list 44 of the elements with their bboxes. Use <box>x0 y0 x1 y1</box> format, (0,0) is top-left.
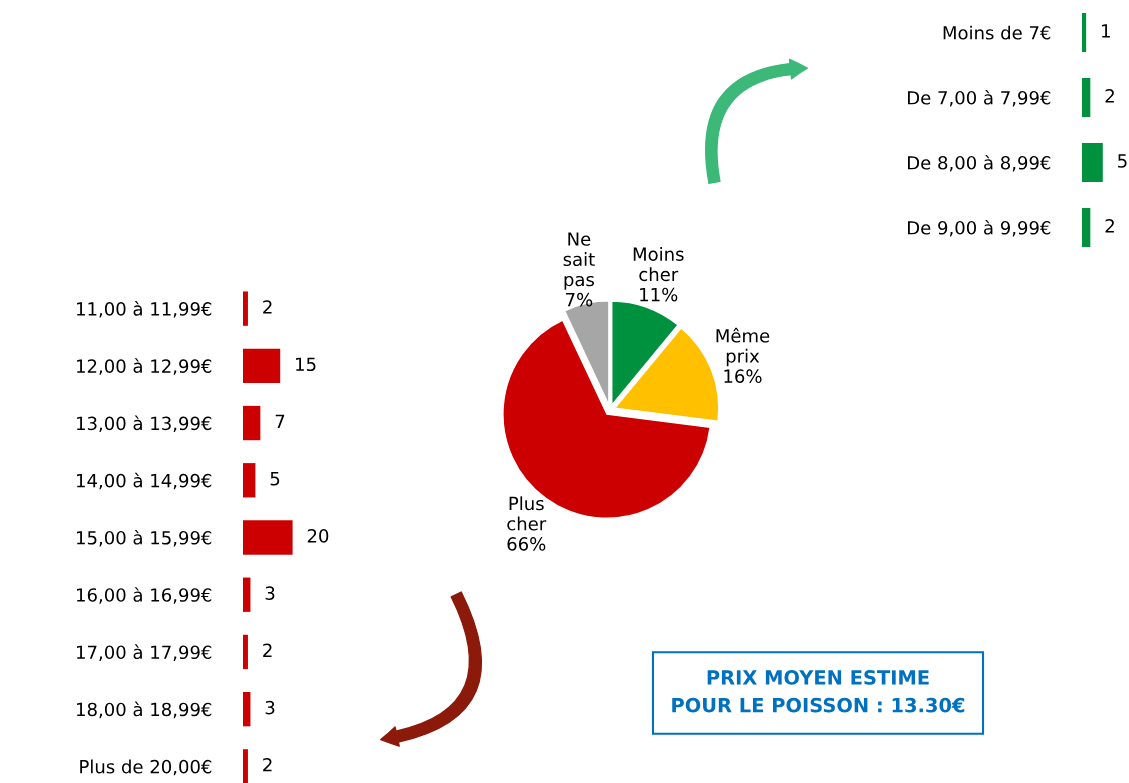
bar <box>243 520 293 555</box>
y-tick-label: 11,00 à 11,99€ <box>77 301 212 318</box>
data-label: 2 <box>263 643 272 657</box>
y-tick-label: Plus de 20,00€ <box>80 759 212 776</box>
y-tick-label: De 7,00 à 7,99€ <box>908 89 1051 107</box>
y-tick-label: 17,00 à 17,99€ <box>77 644 212 661</box>
data-label: 3 <box>265 700 275 715</box>
y-tick-label: 18,00 à 18,99€ <box>77 701 212 719</box>
y-tick-label: 16,00 à 16,99€ <box>77 587 212 604</box>
text: PRIX MOYEN ESTIME POUR LE POISSON : 13.30€ <box>672 670 965 713</box>
y-tick-label: Moins de 7€ <box>943 25 1051 40</box>
bar <box>243 348 281 383</box>
data-label: 15 <box>296 357 316 372</box>
slice-label: Ne sait pas <box>563 232 595 290</box>
data-label: 11% <box>640 287 678 302</box>
data-label: 7% <box>566 292 593 307</box>
y-tick-label: 12,00 à 12,99€ <box>77 358 212 375</box>
data-label: 7 <box>275 414 285 429</box>
y-tick-label: De 9,00 à 9,99€ <box>908 219 1051 237</box>
data-label: 2 <box>1105 219 1114 233</box>
data-label: 5 <box>270 472 280 486</box>
y-tick-label: 14,00 à 14,99€ <box>77 472 212 490</box>
y-tick-label: 13,00 à 13,99€ <box>77 415 212 433</box>
data-label: 2 <box>263 757 272 772</box>
data-label: 1 <box>1102 24 1110 38</box>
bar <box>243 692 251 727</box>
slice-label: Même prix <box>716 327 770 367</box>
data-label: 66% <box>507 537 546 551</box>
bar <box>243 463 256 498</box>
data-label: 2 <box>1105 89 1114 103</box>
data-label: 5 <box>1118 154 1127 168</box>
data-label: 20 <box>307 529 329 543</box>
slice-label: Plus cher <box>507 496 547 531</box>
bar <box>243 291 248 326</box>
bar <box>243 749 248 783</box>
slice-label: Moins cher <box>633 246 684 282</box>
y-tick-label: De 8,00 à 8,99€ <box>908 154 1051 172</box>
data-label: 3 <box>265 586 275 600</box>
y-tick-label: 15,00 à 15,99€ <box>77 529 212 547</box>
data-label: 16% <box>724 369 762 384</box>
data-label: 2 <box>263 300 272 314</box>
bar <box>243 405 261 441</box>
bar <box>243 577 251 612</box>
bar <box>243 634 248 670</box>
